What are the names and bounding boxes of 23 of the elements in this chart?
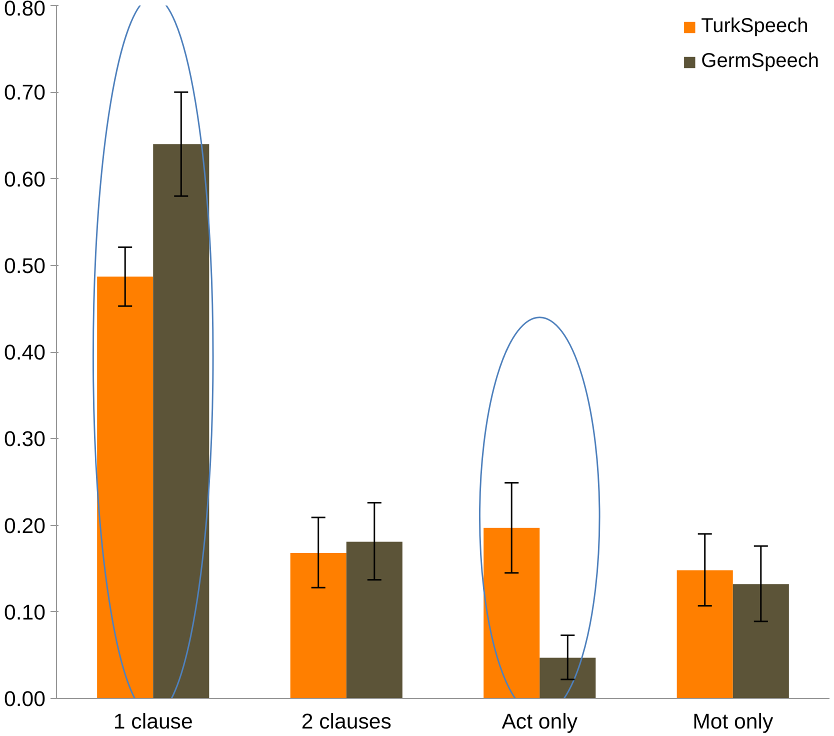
y-tick-label: 0.70	[4, 80, 46, 105]
y-tick-label: 0.30	[4, 427, 46, 452]
bar	[290, 552, 346, 698]
y-tick-label: 0.10	[4, 600, 46, 624]
bar	[484, 528, 540, 698]
x-tick-label: Act only	[502, 710, 578, 734]
bar	[97, 276, 154, 698]
legend-label: TurkSpeech	[701, 15, 808, 38]
bar	[153, 144, 210, 698]
bar	[540, 658, 596, 698]
y-tick-label: 0.60	[4, 167, 46, 192]
y-tick-label: 0.40	[4, 340, 46, 364]
x-tick-label: Mot only	[692, 710, 774, 734]
legend-label: GermSpeech	[701, 50, 819, 73]
y-tick-label: 0.50	[4, 254, 46, 278]
bar	[346, 542, 402, 698]
y-tick-label: 0.80	[4, 0, 46, 20]
bar	[732, 584, 789, 698]
y-tick-label: 0.20	[4, 514, 46, 538]
y-tick-label: 0.00	[4, 687, 46, 711]
bar	[676, 570, 733, 698]
x-tick-label: 1 clause	[113, 710, 193, 734]
x-tick-label: 2 clauses	[301, 710, 392, 734]
